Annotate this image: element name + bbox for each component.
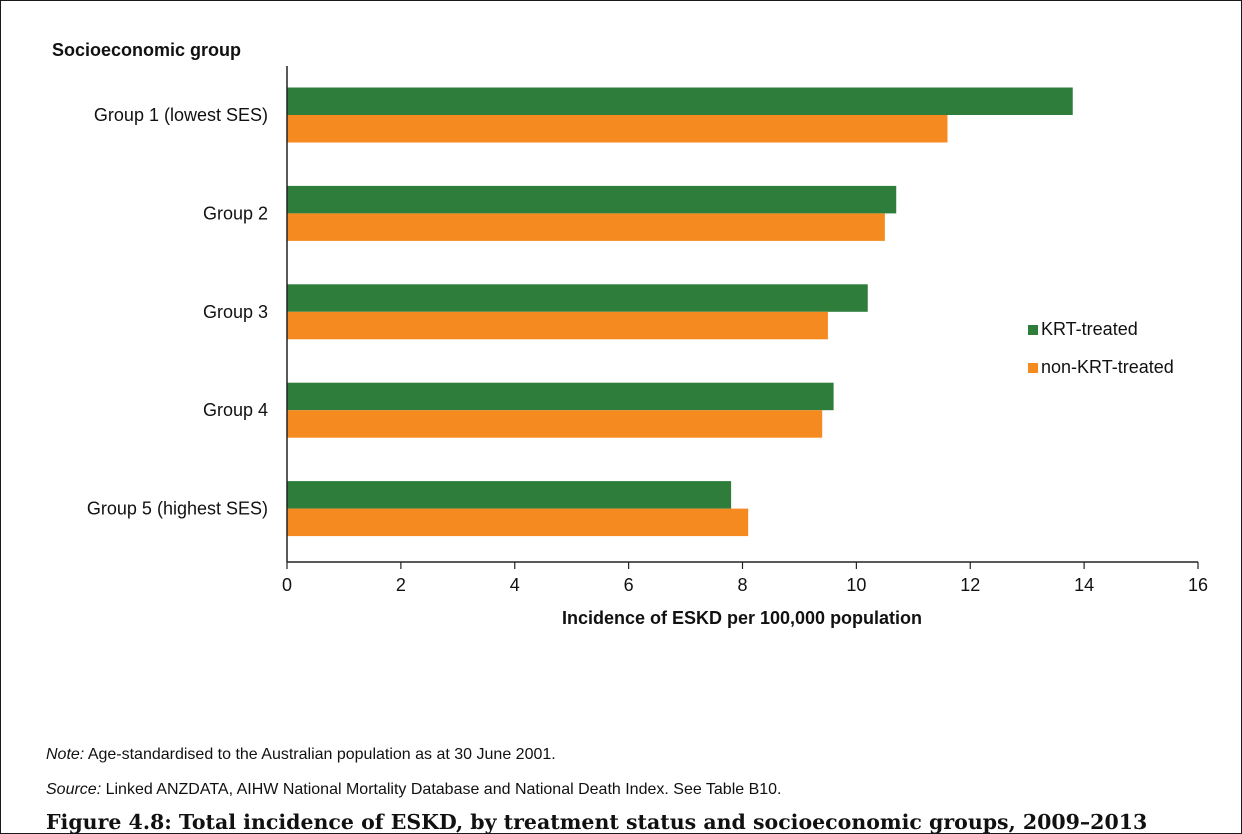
category-label: Group 2 — [203, 203, 268, 223]
category-label: Group 1 (lowest SES) — [94, 105, 268, 125]
legend-label: non-KRT-treated — [1041, 357, 1174, 377]
bar-krt-2 — [287, 185, 897, 214]
bar-krt-1 — [287, 87, 1073, 115]
legend-swatch — [1028, 363, 1038, 373]
category-label: Group 4 — [203, 400, 268, 420]
x-axis-title: Incidence of ESKD per 100,000 population — [562, 608, 922, 628]
x-tick-label: 16 — [1188, 575, 1208, 595]
legend: KRT-treated non-KRT-treated — [1028, 319, 1174, 377]
x-tick-label: 12 — [960, 575, 980, 595]
x-tick-label: 10 — [846, 575, 866, 595]
bar-krt-5 — [287, 481, 732, 509]
bar-non-krt-3 — [287, 311, 828, 340]
bar-krt-4 — [287, 382, 834, 411]
x-tick-label: 2 — [396, 575, 406, 595]
category-label: Group 5 (highest SES) — [87, 499, 268, 519]
note-label: Note: — [46, 746, 85, 763]
note-line: Note: Age-standardised to the Australian… — [46, 746, 556, 764]
bar-non-krt-4 — [287, 410, 823, 438]
x-axis-ticks: 0 2 4 6 8 10 12 14 16 — [282, 562, 1208, 595]
category-label: Group 3 — [203, 302, 268, 322]
bar-non-krt-5 — [287, 508, 749, 537]
legend-label: KRT-treated — [1041, 319, 1138, 339]
bars-group — [287, 87, 1073, 537]
legend-swatch — [1028, 325, 1038, 335]
category-labels: Group 1 (lowest SES) Group 2 Group 3 Group … — [87, 105, 268, 519]
x-tick-label: 6 — [624, 575, 634, 595]
source-line: Source: Linked ANZDATA, AIHW National Mo… — [46, 781, 782, 799]
y-axis-title: Socioeconomic group — [52, 40, 241, 60]
x-tick-label: 0 — [282, 575, 292, 595]
bar-chart: Socioeconomic group Group 1 (lowest SES)… — [52, 40, 1208, 628]
bar-non-krt-2 — [287, 213, 885, 241]
bar-non-krt-1 — [287, 115, 948, 143]
source-text: Linked ANZDATA, AIHW National Mortality … — [101, 781, 782, 798]
source-label: Source: — [46, 781, 102, 798]
note-text: Age-standardised to the Australian popul… — [84, 746, 556, 763]
x-tick-label: 8 — [737, 575, 747, 595]
bar-krt-3 — [287, 284, 868, 312]
x-tick-label: 14 — [1074, 575, 1094, 595]
x-tick-label: 4 — [510, 575, 520, 595]
figure-caption: Figure 4.8: Total incidence of ESKD, by … — [46, 810, 1148, 834]
